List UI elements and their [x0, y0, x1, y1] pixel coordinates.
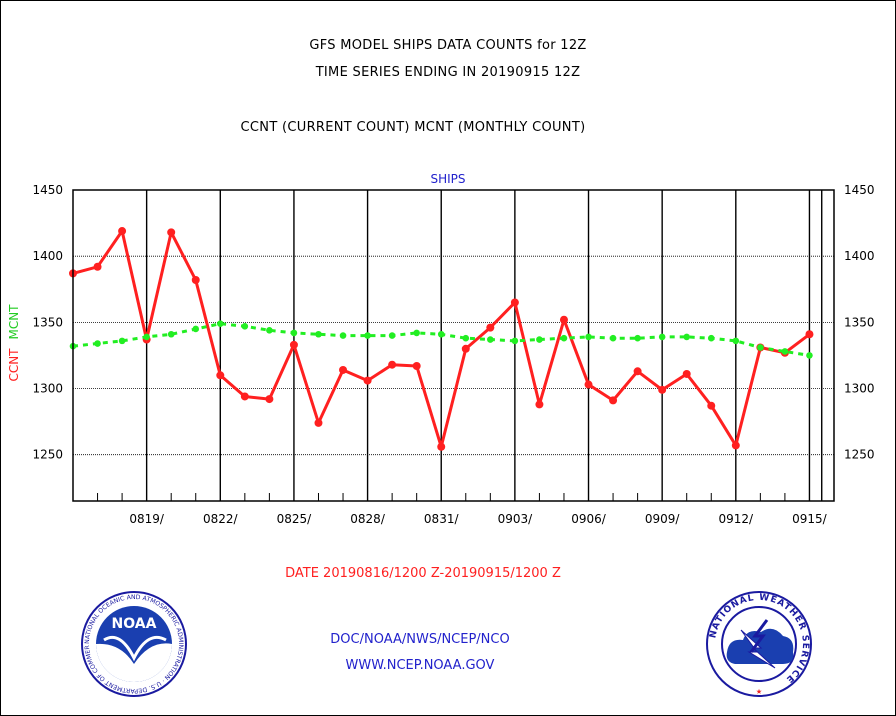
- y-axis-right: 1250 1300 1350 1400 1450: [844, 183, 875, 462]
- y-tick-label-left: 1250: [32, 448, 63, 462]
- y-tick-label-right: 1400: [844, 249, 875, 263]
- point-mcnt: [511, 337, 519, 345]
- x-tick-label: 0822/: [203, 512, 239, 526]
- point-mcnt: [560, 334, 568, 342]
- x-tick-label: 0903/: [498, 512, 534, 526]
- noaa-logo-text: NOAA: [112, 616, 157, 632]
- point-mcnt: [192, 325, 200, 333]
- y-tick-label-right: 1250: [844, 448, 875, 462]
- point-mcnt: [683, 333, 691, 341]
- footer-org: DOC/NOAA/NWS/NCEP/NCO: [330, 632, 510, 647]
- date-range: DATE 20190816/1200 Z-20190915/1200 Z: [285, 566, 561, 581]
- x-tick-label: 0828/: [350, 512, 386, 526]
- point-ccnt: [707, 401, 716, 410]
- y-tick-label-right: 1450: [844, 183, 875, 197]
- y-tick-label-left: 1400: [32, 249, 63, 263]
- point-mcnt: [241, 323, 249, 330]
- point-mcnt: [806, 352, 813, 359]
- point-ccnt: [240, 392, 249, 401]
- point-ccnt: [339, 365, 348, 374]
- x-tick-label: 0912/: [719, 512, 755, 526]
- point-ccnt: [633, 367, 642, 376]
- point-mcnt: [315, 330, 322, 338]
- point-ccnt: [265, 395, 274, 404]
- y-tick-label-left: 1350: [32, 315, 63, 329]
- point-mcnt: [609, 334, 617, 342]
- x-tick-label: 0909/: [645, 512, 681, 526]
- point-mcnt: [536, 336, 543, 343]
- point-mcnt: [732, 337, 740, 345]
- point-ccnt: [535, 400, 544, 409]
- grid: [73, 190, 834, 501]
- point-mcnt: [94, 340, 101, 347]
- y-axis-label-mcnt: MCNT: [7, 304, 21, 340]
- plot-border: [72, 189, 835, 502]
- point-mcnt: [143, 333, 150, 341]
- point-ccnt: [584, 380, 593, 389]
- point-mcnt: [216, 320, 224, 327]
- point-mcnt: [339, 332, 347, 339]
- point-mcnt: [290, 329, 298, 337]
- x-tick-label: 0831/: [424, 512, 460, 526]
- point-ccnt: [363, 376, 372, 385]
- point-ccnt: [216, 371, 225, 380]
- x-tick-label: 0819/: [129, 512, 165, 526]
- plot-title: SHIPS: [430, 172, 466, 186]
- y-tick-label-right: 1300: [844, 382, 875, 396]
- y-axis-left: 1250 1300 1350 1400 1450: [32, 183, 63, 462]
- point-mcnt: [118, 337, 126, 345]
- point-mcnt: [167, 330, 175, 338]
- point-ccnt: [559, 315, 568, 324]
- point-ccnt: [510, 298, 519, 307]
- point-ccnt: [167, 228, 176, 237]
- x-axis: 0819/0822/0825/0828/0831/0903/0906/0909/…: [72, 493, 835, 526]
- point-ccnt: [805, 330, 814, 339]
- y-tick-label-left: 1300: [32, 382, 63, 396]
- point-ccnt: [191, 275, 200, 284]
- series-group: [69, 227, 814, 451]
- point-ccnt: [486, 323, 495, 332]
- point-mcnt: [388, 332, 396, 339]
- point-mcnt: [462, 334, 470, 342]
- time-series-chart: 1250 1300 1350 1400 1450 1250 1300 1350 1400 145…: [7, 183, 875, 526]
- point-mcnt: [781, 348, 789, 355]
- y-axis-label-ccnt: CCNT: [7, 348, 21, 382]
- point-mcnt: [707, 334, 715, 342]
- x-tick-label: 0915/: [792, 512, 828, 526]
- point-mcnt: [757, 344, 764, 351]
- chart-title: GFS MODEL SHIPS DATA COUNTS for 12Z: [309, 38, 587, 53]
- point-ccnt: [682, 369, 691, 378]
- point-mcnt: [364, 332, 371, 339]
- chart-title-2: TIME SERIES ENDING IN 20190915 12Z: [315, 65, 581, 80]
- point-mcnt: [487, 336, 494, 343]
- point-ccnt: [388, 360, 397, 369]
- point-mcnt: [585, 333, 592, 341]
- point-mcnt: [413, 329, 420, 337]
- nws-star-icon: ★: [756, 686, 762, 697]
- y-tick-label-right: 1350: [844, 315, 875, 329]
- chart-subtitle: CCNT (CURRENT COUNT) MCNT (MONTHLY COUNT…: [240, 120, 586, 135]
- noaa-logo: NOAA NATIONAL OCEANIC AND ATMOSPHERIC AD…: [80, 590, 187, 697]
- point-ccnt: [314, 418, 323, 427]
- footer-url: WWW.NCEP.NOAA.GOV: [345, 658, 495, 673]
- point-ccnt: [118, 227, 127, 236]
- point-mcnt: [266, 326, 273, 334]
- x-tick-label: 0906/: [571, 512, 607, 526]
- point-ccnt: [731, 441, 740, 450]
- nws-logo: NATIONAL WEATHER SERVICE ★: [706, 591, 812, 697]
- point-ccnt: [609, 396, 618, 405]
- point-ccnt: [658, 385, 667, 394]
- x-tick-label: 0825/: [277, 512, 313, 526]
- point-mcnt: [437, 330, 445, 338]
- point-ccnt: [93, 262, 102, 271]
- point-ccnt: [289, 340, 298, 349]
- point-ccnt: [437, 442, 446, 451]
- point-ccnt: [461, 344, 470, 353]
- y-tick-label-left: 1450: [32, 183, 63, 197]
- point-mcnt: [634, 334, 641, 342]
- point-ccnt: [412, 362, 421, 371]
- point-mcnt: [658, 333, 666, 341]
